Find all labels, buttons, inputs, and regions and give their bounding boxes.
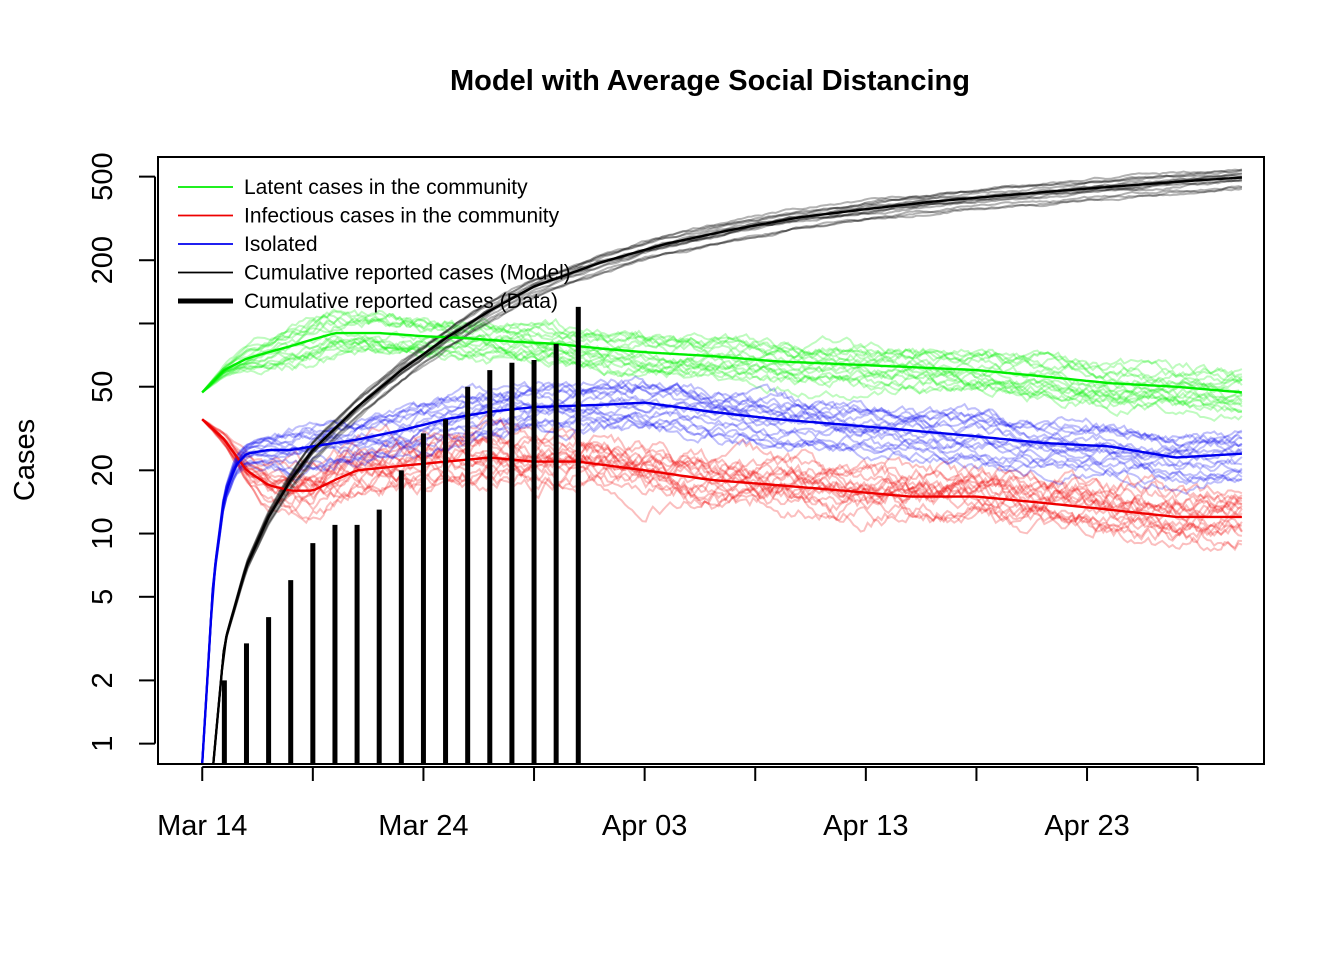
y-tick-label: 10 <box>87 517 119 549</box>
ensemble-trajectory <box>201 341 1243 408</box>
x-axis: Mar 14 Mar 24 Apr 03 Apr 13 Apr 23 <box>157 766 1199 842</box>
ensemble-trajectory <box>201 339 1243 413</box>
ensemble-trajectory <box>201 418 1243 522</box>
ensemble-trajectory <box>201 418 1242 550</box>
chart-title: Model with Average Social Distancing <box>450 65 970 97</box>
ensemble-trajectory <box>201 321 1243 400</box>
plot-area <box>201 168 1243 764</box>
ensemble-trajectory <box>201 331 1243 409</box>
ensemble-trajectory <box>201 418 1243 518</box>
ensemble-trajectory <box>201 418 1243 544</box>
ensemble-trajectory <box>201 413 1243 515</box>
ensemble-trajectory <box>201 334 1243 406</box>
series-line <box>212 176 1242 764</box>
x-tick-label: Apr 23 <box>1044 810 1129 842</box>
ensemble-trajectory <box>201 418 1243 534</box>
y-tick-label: 20 <box>87 454 119 486</box>
ensemble-trajectory <box>201 334 1243 406</box>
series-line <box>201 401 1242 764</box>
series-line <box>201 331 1243 394</box>
legend: Latent cases in the community Infectious … <box>178 176 571 313</box>
ensemble-trajectory <box>212 178 1243 764</box>
ensemble-trajectory <box>212 186 1243 764</box>
ensemble-trajectory <box>212 168 1243 764</box>
ensemble-trajectory <box>212 187 1243 764</box>
ensemble-trajectory <box>201 340 1243 413</box>
ensemble-trajectory <box>201 330 1243 400</box>
ensemble-trajectory <box>201 334 1242 404</box>
y-tick-label: 500 <box>87 152 119 200</box>
ensemble-trajectory <box>201 339 1242 414</box>
legend-label: Cumulative reported cases (Model) <box>244 262 571 285</box>
series-line <box>201 418 1242 519</box>
ensemble-trajectory <box>201 418 1243 540</box>
ensemble-trajectory <box>201 411 1243 764</box>
ensemble-trajectory <box>201 407 1243 764</box>
ensemble-trajectory <box>201 418 1243 529</box>
ensemble-trajectory <box>201 312 1243 394</box>
x-tick-label: Apr 03 <box>602 810 687 842</box>
ensemble-trajectory <box>201 418 1243 517</box>
ensemble-trajectory <box>201 418 1243 518</box>
ensemble-trajectory <box>201 403 1243 764</box>
ensemble-trajectory <box>212 168 1242 764</box>
legend-label: Cumulative reported cases (Data) <box>244 290 558 313</box>
ensemble-trajectory <box>201 346 1243 423</box>
y-axis: 1 2 5 10 20 50 200 500 <box>87 152 156 752</box>
ensemble-trajectory <box>201 311 1243 394</box>
plot-frame <box>157 156 1265 765</box>
y-tick-label: 1 <box>87 736 119 752</box>
ensemble-trajectory <box>201 418 1243 542</box>
ensemble-trajectory <box>201 382 1243 764</box>
y-tick-label: 50 <box>87 371 119 403</box>
ensemble-trajectory <box>201 403 1243 764</box>
ensemble-trajectory <box>201 309 1243 394</box>
ensemble-trajectory <box>212 185 1243 764</box>
ensemble-trajectory <box>212 172 1243 764</box>
ensemble-trajectory <box>201 418 1243 539</box>
ensemble-trajectory <box>201 308 1242 394</box>
ensemble-trajectory <box>201 392 1243 764</box>
x-tick-label: Mar 24 <box>378 810 468 842</box>
y-tick-label: 2 <box>87 672 119 688</box>
legend-label: Infectious cases in the community <box>244 205 560 228</box>
y-tick-label: 5 <box>87 589 119 605</box>
ensemble-trajectory <box>212 169 1243 764</box>
y-axis-label: Cases <box>9 419 41 501</box>
ensemble-trajectory <box>201 380 1242 764</box>
ensemble-trajectory <box>201 418 1243 553</box>
ensemble-trajectory <box>201 422 1243 764</box>
x-tick-label: Mar 14 <box>157 810 247 842</box>
ensemble-trajectory <box>201 416 1243 506</box>
ensemble-trajectory <box>201 380 1242 764</box>
ensemble-trajectory <box>212 178 1243 764</box>
ensemble-trajectory <box>201 311 1243 394</box>
ensemble-trajectory <box>201 378 1243 764</box>
ensemble-trajectory <box>201 414 1243 764</box>
legend-label: Latent cases in the community <box>244 176 528 199</box>
ensemble-trajectory <box>201 312 1243 394</box>
ensemble-trajectory <box>201 375 1243 764</box>
ensemble-trajectory <box>201 418 1243 512</box>
ensemble-trajectory <box>201 396 1242 764</box>
ensemble-trajectory <box>201 411 1243 764</box>
y-tick-label: 200 <box>87 236 119 284</box>
ensemble-trajectory <box>212 179 1242 764</box>
ensemble-trajectory <box>201 418 1243 528</box>
ensemble-trajectory <box>201 418 1243 520</box>
ensemble-trajectory <box>201 380 1243 764</box>
ensemble-trajectory <box>201 414 1243 764</box>
legend-label: Isolated <box>244 233 318 256</box>
x-tick-label: Apr 13 <box>823 810 908 842</box>
